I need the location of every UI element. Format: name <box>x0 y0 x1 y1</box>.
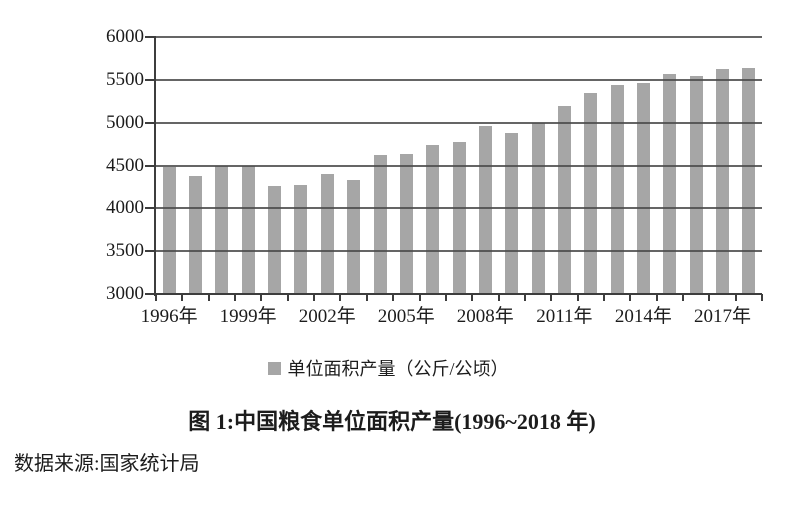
x-axis-tick <box>761 294 763 301</box>
gridline-6000 <box>156 36 762 38</box>
y-axis-label-6000: 6000 <box>106 26 144 47</box>
y-axis-label-4500: 4500 <box>106 154 144 176</box>
gridline-4500 <box>156 164 762 167</box>
bar-2015 <box>663 73 677 294</box>
x-axis-label-2008: 2008年 <box>456 306 514 327</box>
gridline-5500 <box>156 78 762 81</box>
legend-swatch-icon <box>267 361 281 375</box>
y-axis-label-4000: 4000 <box>106 197 144 219</box>
y-axis-tick <box>145 250 154 253</box>
plot-area <box>145 36 763 301</box>
x-axis-tick <box>497 294 500 301</box>
bar-2003 <box>347 180 361 294</box>
gridline-5000 <box>156 121 762 124</box>
bar-2011 <box>557 105 571 294</box>
y-axis-tick <box>145 36 154 38</box>
bar-2008 <box>478 126 492 294</box>
x-axis-tick <box>207 294 210 301</box>
bar-2013 <box>610 85 624 294</box>
x-axis-tick <box>418 294 421 301</box>
x-axis-label-1996: 1996年 <box>140 306 198 327</box>
x-axis-tick <box>286 294 289 301</box>
bar-1997 <box>189 175 202 294</box>
bar-2007 <box>452 142 466 294</box>
x-axis-tick <box>365 294 368 301</box>
x-axis-tick <box>708 294 711 301</box>
x-axis-label-2005: 2005年 <box>377 306 435 327</box>
bar-2012 <box>584 92 598 294</box>
x-axis-tick <box>234 294 236 301</box>
x-axis-label-2011: 2011年 <box>536 306 593 327</box>
y-axis-tick <box>145 293 154 295</box>
y-axis-tick <box>145 207 154 210</box>
bar-2006 <box>426 144 440 294</box>
y-axis <box>154 36 156 296</box>
bar-1998 <box>215 165 229 294</box>
y-axis-label-5500: 5500 <box>106 68 144 90</box>
x-axis-tick <box>576 294 579 301</box>
legend: 单位面积产量（公斤/公顷） <box>0 355 788 381</box>
x-axis-tick <box>155 294 157 301</box>
x-axis-label-1999: 1999年 <box>219 306 277 327</box>
bar-2001 <box>294 185 308 294</box>
y-axis-tick <box>145 78 154 81</box>
x-axis-tick <box>260 294 263 301</box>
bar-2002 <box>320 174 334 294</box>
bar-2014 <box>636 83 650 294</box>
data-source-note: 数据来源:国家统计局 <box>14 453 200 475</box>
y-axis-tick <box>145 121 154 124</box>
x-axis-tick <box>655 294 658 301</box>
bar-2018 <box>742 67 756 294</box>
y-axis-label-3000: 3000 <box>106 283 144 304</box>
x-axis-tick <box>444 294 447 301</box>
y-axis-label-3500: 3500 <box>106 240 144 262</box>
x-axis-label-2014: 2014年 <box>614 306 672 327</box>
y-axis-label-5000: 5000 <box>106 111 144 133</box>
x-axis-tick <box>523 294 526 301</box>
x-axis-tick <box>392 294 395 301</box>
x-axis-tick <box>602 294 605 301</box>
gridline-4000 <box>156 207 762 210</box>
bar-2009 <box>505 132 519 294</box>
x-axis-tick <box>629 294 632 301</box>
bar-2005 <box>399 153 413 294</box>
chart-title: 图 1:中国粮食单位面积产量(1996~2018 年) <box>188 409 596 434</box>
bar-2000 <box>268 186 282 294</box>
bar-1996 <box>162 167 176 294</box>
bar-2016 <box>689 75 703 294</box>
x-axis <box>154 293 762 295</box>
x-axis-tick <box>313 294 316 301</box>
legend-label: 单位面积产量（公斤/公顷） <box>287 359 509 379</box>
x-axis-tick <box>339 294 342 301</box>
bar-1999 <box>241 166 255 294</box>
y-axis-tick <box>145 164 154 167</box>
x-axis-label-2002: 2002年 <box>298 306 356 327</box>
bar-2017 <box>716 68 729 294</box>
x-axis-label-2017: 2017年 <box>693 306 751 327</box>
x-axis-tick <box>682 294 684 301</box>
x-axis-tick <box>471 294 474 301</box>
x-axis-tick <box>734 294 737 301</box>
bar-2004 <box>373 155 387 294</box>
gridline-3500 <box>156 250 762 253</box>
x-axis-tick <box>181 294 184 301</box>
x-axis-tick <box>550 294 553 301</box>
